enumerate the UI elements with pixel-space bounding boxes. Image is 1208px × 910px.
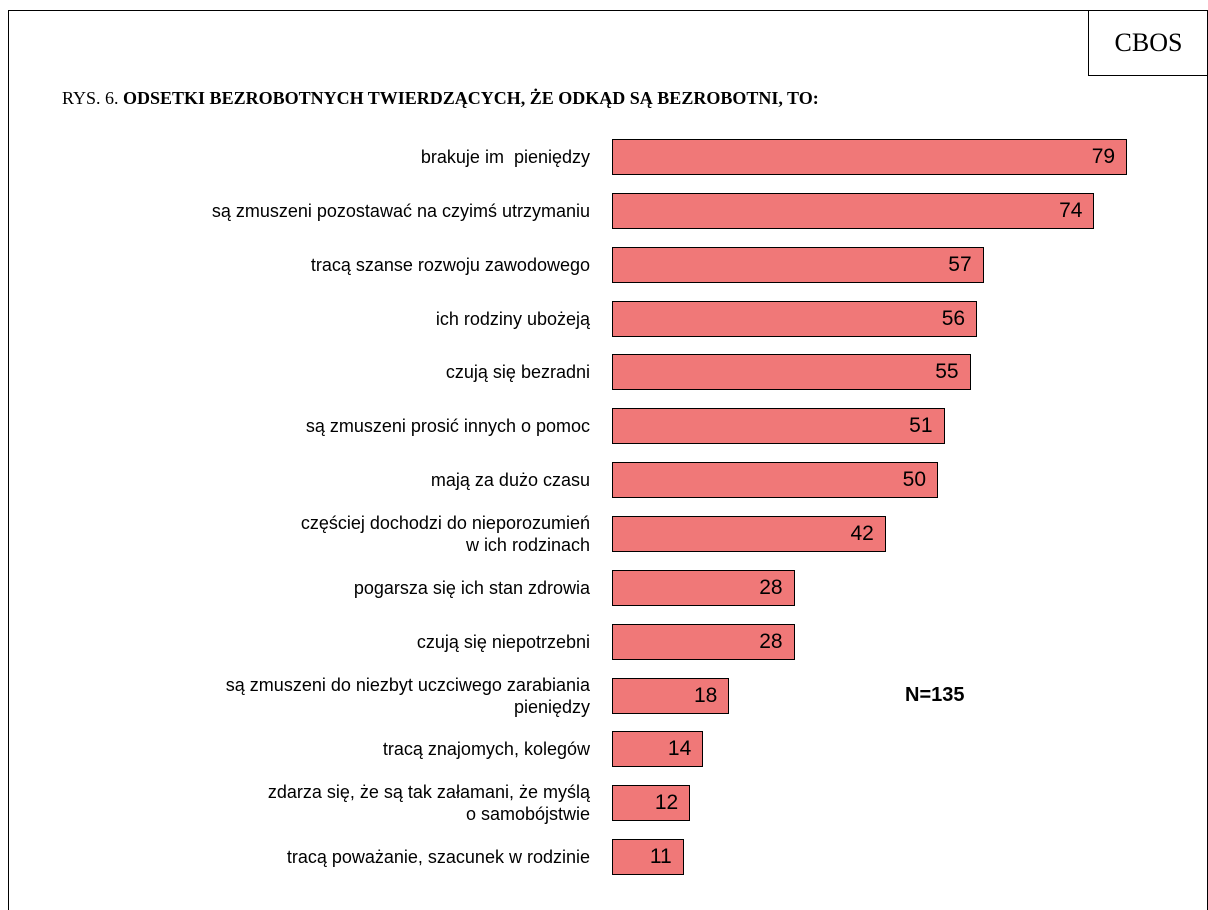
value-label: 28 <box>759 575 783 599</box>
figure-label: RYS. 6. <box>62 88 119 108</box>
bar <box>612 623 795 660</box>
category-label: są zmuszeni prosić innych o pomoc <box>305 416 590 437</box>
category-label: są zmuszeni do niezbyt uczciwego zarabia… <box>225 674 590 717</box>
bar <box>612 139 1128 175</box>
value-label: 50 <box>902 468 926 492</box>
category-label: częściej dochodzi do nieporozumień w ich… <box>300 512 590 555</box>
category-label: czują się niepotrzebni <box>416 631 590 652</box>
bar <box>612 839 684 876</box>
value-label: 18 <box>694 683 718 707</box>
bar <box>612 569 795 606</box>
bar <box>612 408 945 445</box>
category-label: brakuje im pieniędzy <box>420 147 590 167</box>
bar <box>612 515 886 552</box>
value-label: 57 <box>948 252 972 276</box>
bar <box>612 192 1095 229</box>
value-label: 12 <box>654 791 679 815</box>
bar <box>612 677 730 714</box>
category-label: są zmuszeni pozostawać na czyimś utrzyma… <box>211 200 590 221</box>
category-label: tracą szanse rozwoju zawodowego <box>310 254 590 275</box>
value-label: 11 <box>649 845 672 869</box>
value-label: 56 <box>941 306 966 330</box>
category-label: czują się bezradni <box>445 362 590 383</box>
category-label: mają za dużo czasu <box>430 470 590 491</box>
bar <box>612 731 704 768</box>
bar <box>612 785 691 822</box>
category-label: tracą poważanie, szacunek w rodzinie <box>286 847 590 868</box>
category-label: zdarza się, że są tak załamani, że myślą… <box>267 782 590 825</box>
bar <box>612 300 978 337</box>
bar <box>612 354 971 391</box>
value-label: 51 <box>909 414 933 438</box>
value-label: 28 <box>759 629 783 653</box>
value-label: 55 <box>935 360 959 384</box>
bar <box>612 462 938 499</box>
value-label: 74 <box>1059 198 1083 222</box>
value-label: 14 <box>667 737 692 761</box>
category-label: tracą znajomych, kolegów <box>382 739 590 760</box>
chart-title: ODSETKI BEZROBOTNYCH TWIERDZĄCYCH, ŻE OD… <box>123 88 819 108</box>
category-label: ich rodziny ubożeją <box>435 308 590 329</box>
category-label: pogarsza się ich stan zdrowia <box>353 577 590 598</box>
source: CBOS <box>1088 10 1208 76</box>
title: RYS. 6. ODSETKI BEZROBOTNYCH TWIERDZĄCYC… <box>62 88 819 109</box>
annotation: N=135 <box>905 684 965 706</box>
bar <box>612 246 984 283</box>
value-label: 42 <box>850 521 874 545</box>
value-label: 79 <box>1091 145 1116 168</box>
